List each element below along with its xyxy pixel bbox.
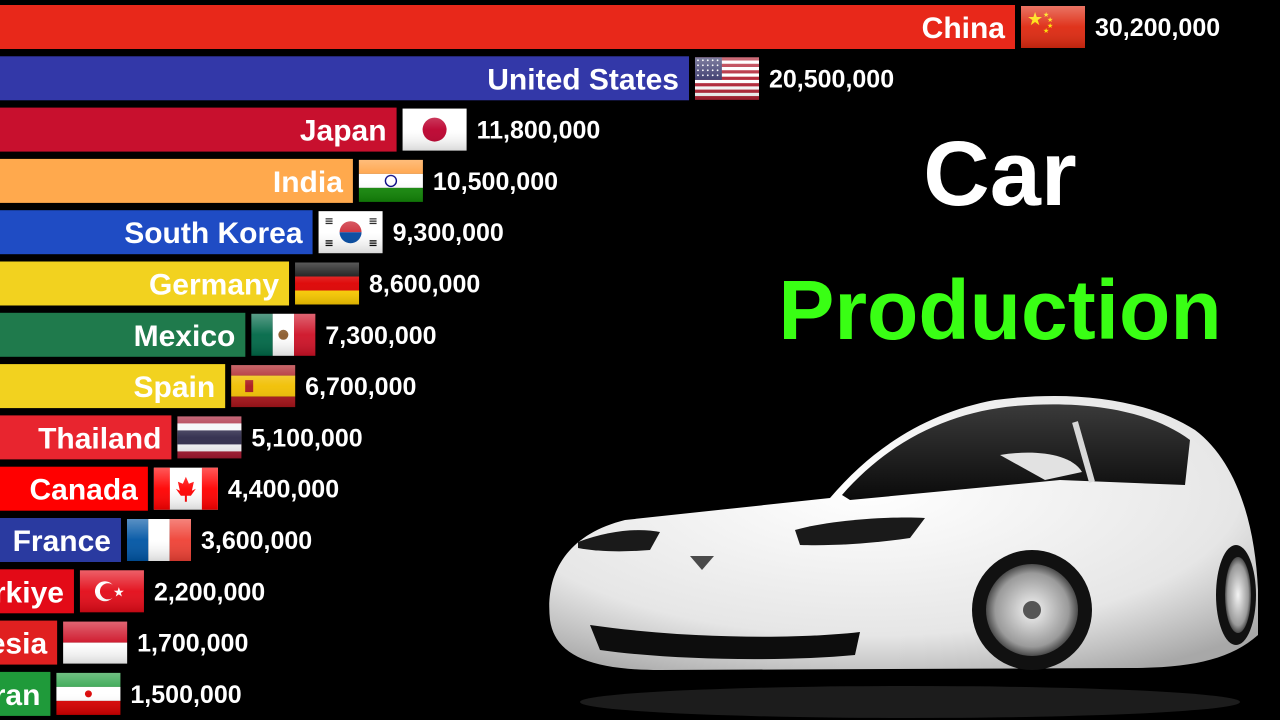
united-states-flag-icon bbox=[694, 57, 759, 100]
bar-1 bbox=[0, 56, 689, 101]
canada-flag-icon bbox=[153, 467, 218, 510]
chart-title-line2: Production bbox=[778, 263, 1222, 357]
bar-value-label: 5,100,000 bbox=[251, 424, 362, 452]
germany-flag-icon bbox=[295, 262, 360, 305]
bar-category-label: Thailand bbox=[38, 422, 161, 455]
bar-value-label: 11,800,000 bbox=[477, 117, 601, 145]
bar-category-label: Iran bbox=[0, 679, 40, 712]
bar-category-label: Mexico bbox=[134, 320, 236, 353]
bar-10 bbox=[0, 518, 121, 562]
mexico-flag-icon bbox=[251, 313, 316, 356]
bar-value-label: 3,600,000 bbox=[201, 527, 312, 555]
bar-value-label: 4,400,000 bbox=[228, 476, 339, 504]
japan-flag-icon bbox=[402, 108, 467, 151]
china-flag-icon: ★★★★★ bbox=[1021, 6, 1085, 48]
bar-11 bbox=[0, 569, 74, 614]
bar-4 bbox=[0, 210, 313, 255]
bar-9 bbox=[0, 466, 148, 511]
thailand-flag-icon bbox=[177, 416, 242, 459]
bar-category-label: China bbox=[922, 12, 1006, 45]
bar-category-label: Japan bbox=[300, 115, 387, 148]
bar-3 bbox=[0, 158, 353, 203]
bar-2 bbox=[0, 107, 397, 152]
bar-value-label: 1,500,000 bbox=[130, 681, 241, 709]
bar-category-label: Türkiye bbox=[0, 576, 64, 609]
car-illustration bbox=[549, 395, 1258, 718]
turkiye-flag-icon: ★ bbox=[79, 570, 144, 613]
bar-category-label: Canada bbox=[30, 474, 139, 507]
bar-category-label: Spain bbox=[133, 371, 215, 404]
bar-value-label: 20,500,000 bbox=[769, 65, 894, 93]
bar-category-label: France bbox=[13, 525, 111, 558]
spain-flag-icon bbox=[231, 365, 296, 408]
bar-0 bbox=[0, 5, 1015, 49]
bar-5 bbox=[0, 261, 290, 306]
chart-title-line1: Car bbox=[923, 123, 1077, 225]
bar-value-label: 7,300,000 bbox=[325, 322, 436, 350]
bar-category-label: India bbox=[273, 166, 343, 199]
iran-flag-icon bbox=[56, 672, 121, 715]
south-korea-flag-icon bbox=[318, 211, 383, 254]
france-flag-icon bbox=[126, 519, 191, 561]
bar-value-label: 2,200,000 bbox=[154, 578, 265, 606]
india-flag-icon bbox=[358, 159, 423, 202]
bar-category-label: South Korea bbox=[124, 217, 303, 250]
indonesia-flag-icon bbox=[63, 621, 128, 664]
bar-6 bbox=[0, 312, 246, 357]
bar-category-label: Germany bbox=[149, 269, 279, 302]
bar-value-label: 30,200,000 bbox=[1095, 14, 1220, 42]
bar-12 bbox=[0, 620, 58, 665]
bar-value-label: 8,600,000 bbox=[369, 271, 480, 299]
bar-8 bbox=[0, 415, 172, 460]
bar-category-label: Indonesia bbox=[0, 628, 47, 661]
bar-value-label: 6,700,000 bbox=[305, 373, 416, 401]
bar-category-label: United States bbox=[487, 63, 679, 96]
bar-value-label: 1,700,000 bbox=[137, 630, 248, 658]
bar-7 bbox=[0, 364, 226, 409]
bar-value-label: 9,300,000 bbox=[393, 219, 504, 247]
bar-value-label: 10,500,000 bbox=[433, 168, 558, 196]
bar-13 bbox=[0, 671, 51, 716]
